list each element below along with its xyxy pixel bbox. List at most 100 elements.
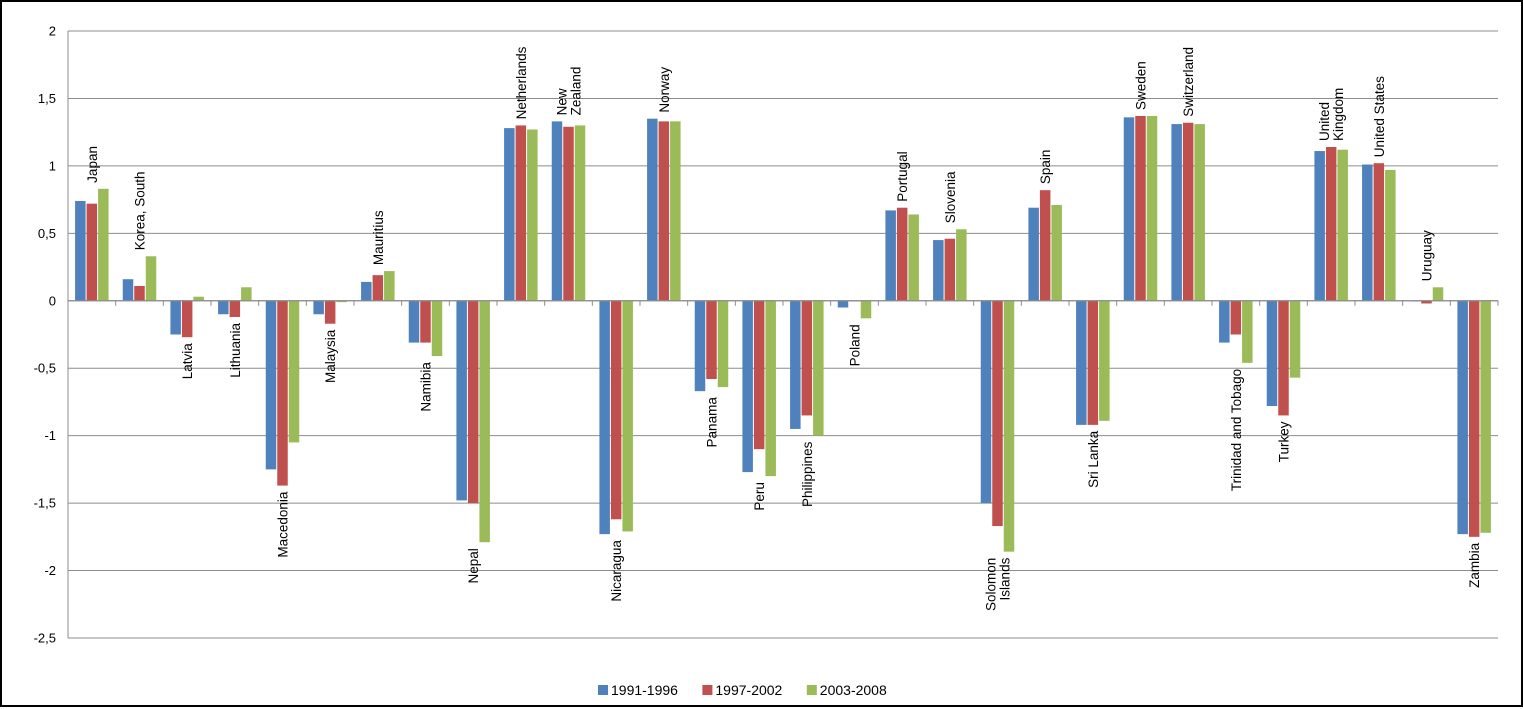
bar	[1171, 124, 1182, 301]
bar	[933, 240, 944, 301]
bar	[372, 275, 384, 301]
bar	[313, 300, 324, 315]
bar	[813, 300, 824, 436]
category-label-text: Nepal	[466, 548, 481, 583]
bar	[1003, 300, 1015, 552]
category-label-text: Kingdom	[1331, 88, 1346, 141]
bar	[1373, 163, 1385, 301]
category-label: Netherlands	[514, 46, 529, 119]
category-labels: Japan Korea, South Latvia Lithuania Macedoni…	[85, 46, 1482, 611]
bar	[1242, 300, 1253, 363]
bar	[647, 118, 658, 301]
bar	[1421, 300, 1432, 304]
category-label-text: Poland	[848, 324, 863, 366]
category-label-text: Latvia	[180, 343, 195, 380]
y-tick-label: -1	[44, 428, 56, 443]
bar	[504, 128, 515, 301]
bar	[420, 300, 431, 343]
category-label-text: Solomon	[984, 558, 999, 611]
legend-swatch	[598, 685, 608, 695]
bar	[1230, 300, 1242, 335]
bar	[742, 300, 753, 473]
category-label: Norway	[657, 67, 672, 113]
category-label: Malaysia	[323, 329, 338, 383]
category-label-text: Mauritius	[371, 210, 386, 265]
legend-swatch	[702, 685, 713, 695]
bar	[86, 203, 98, 301]
bar	[1087, 300, 1099, 425]
category-label-text: Islands	[998, 557, 1013, 600]
bar	[336, 300, 347, 303]
bar	[956, 229, 967, 301]
category-label: Solomon Islands	[984, 557, 1013, 611]
category-label-text: United States	[1372, 76, 1387, 157]
category-label-text: Nicaragua	[609, 540, 624, 602]
bar	[1337, 149, 1348, 301]
bar	[265, 300, 277, 470]
category-label-text: Sri Lanka	[1086, 430, 1101, 488]
category-label-text: Netherlands	[514, 46, 529, 119]
bar	[1194, 124, 1205, 301]
category-label: Namibia	[419, 362, 434, 412]
bar	[324, 300, 336, 324]
bar	[1480, 300, 1491, 533]
bar	[431, 300, 443, 357]
bar	[1028, 207, 1039, 301]
bar	[706, 300, 717, 380]
bar	[1182, 122, 1194, 301]
category-label-text: Switzerland	[1181, 47, 1196, 117]
category-label: Poland	[848, 324, 863, 366]
category-label-text: Zambia	[1467, 542, 1482, 588]
category-label: United States	[1372, 76, 1387, 157]
bar	[1123, 117, 1135, 301]
y-tick-label: 0,5	[38, 226, 56, 241]
category-label: Uruguay	[1420, 230, 1435, 281]
y-tick-label: 0	[49, 293, 56, 308]
y-axis-tick-labels: 2 1,5 1 0,5 0 -0,5 -1 -1,5 -2 -2,5	[34, 24, 56, 646]
bar	[145, 256, 157, 301]
bar	[1219, 300, 1230, 343]
category-label: Turkey	[1277, 421, 1292, 462]
bar	[1468, 300, 1480, 537]
category-label: Spain	[1038, 150, 1053, 185]
bar	[1135, 115, 1146, 301]
bar	[992, 300, 1003, 527]
category-label-text: Uruguay	[1420, 230, 1435, 281]
y-tick-label: -1,5	[34, 496, 56, 511]
bar	[1385, 169, 1396, 301]
category-label: Panama	[705, 397, 720, 448]
bar	[181, 300, 193, 338]
bar	[122, 279, 134, 301]
category-label-text: Portugal	[895, 151, 910, 201]
category-label-text: New	[555, 88, 570, 115]
y-tick-label: -2,5	[34, 631, 56, 646]
bar	[1362, 164, 1373, 301]
bar	[288, 300, 300, 443]
bar	[98, 188, 109, 301]
category-label: United Kingdom	[1317, 88, 1346, 141]
bar	[467, 300, 479, 504]
y-tick-label: 2	[49, 24, 56, 39]
category-label-text: Sweden	[1134, 61, 1149, 110]
bars	[75, 115, 1491, 552]
category-label-text: Malaysia	[323, 329, 338, 383]
category-label-text: Philippines	[800, 441, 815, 507]
bar	[837, 300, 849, 308]
bar	[361, 281, 372, 301]
category-label-text: Zealand	[569, 67, 584, 116]
bar	[193, 296, 204, 301]
bar	[384, 271, 395, 301]
bar	[551, 121, 563, 301]
category-label: Philippines	[800, 441, 815, 507]
bar	[229, 300, 241, 317]
category-label-text: Peru	[752, 482, 767, 511]
category-label: Mauritius	[371, 210, 386, 265]
bar	[1289, 300, 1301, 378]
bar	[277, 300, 288, 486]
legend-label: 2003-2008	[820, 682, 887, 698]
bar	[1146, 115, 1158, 301]
bar	[1266, 300, 1278, 406]
bar	[574, 125, 586, 301]
bar	[241, 287, 252, 301]
category-label: Slovenia	[943, 171, 958, 223]
